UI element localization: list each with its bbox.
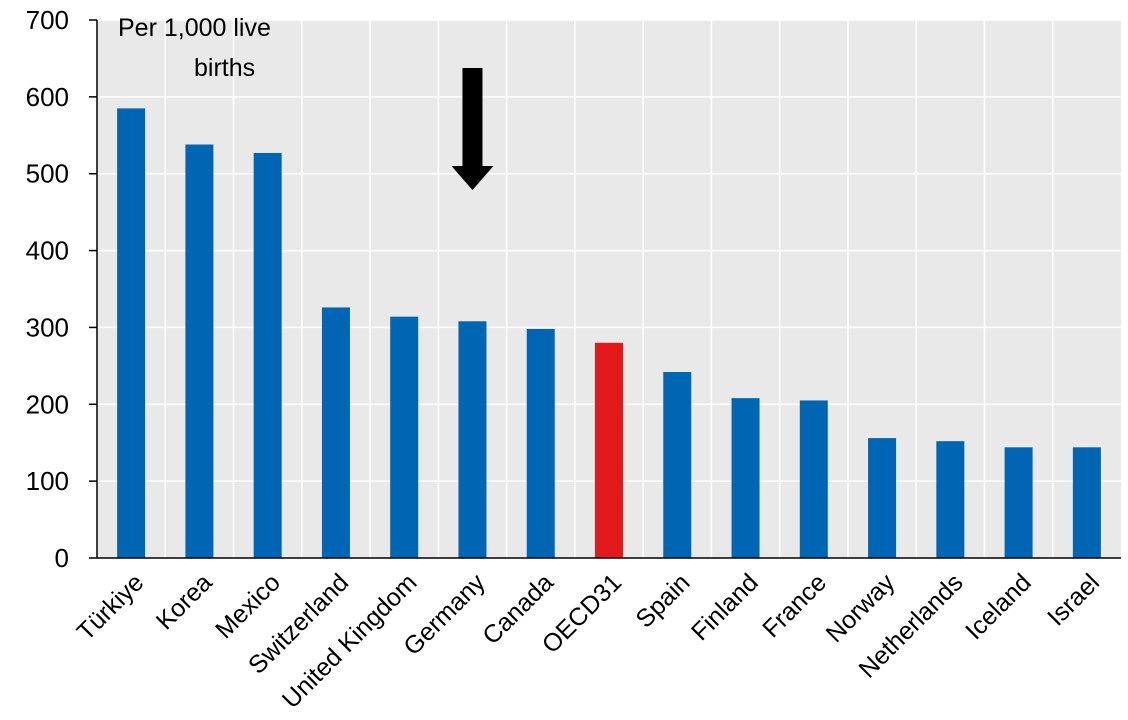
down-arrow-icon	[451, 166, 494, 190]
bar-israel	[1072, 447, 1101, 558]
x-tick-label: Finland	[686, 568, 764, 646]
bar-netherlands	[936, 441, 965, 558]
y-tick-label: 600	[26, 82, 69, 112]
y-tick-label: 100	[26, 466, 69, 496]
y-tick-label: 200	[26, 389, 69, 419]
x-tick-label: France	[757, 568, 832, 643]
x-tick-label: Türkiye	[72, 568, 150, 646]
bar-oecd31	[595, 342, 623, 558]
bar-switzerland	[321, 307, 350, 558]
bars	[117, 108, 1101, 558]
arrow-shaft	[462, 68, 483, 168]
y-axis-unit-label-line2: births	[194, 54, 255, 82]
bar-finland	[731, 398, 760, 558]
bar-canada	[526, 328, 555, 558]
bar-france	[799, 400, 828, 558]
x-tick-label: Korea	[151, 568, 218, 635]
bar-mexico	[253, 152, 282, 558]
x-tick-label: Israel	[1042, 568, 1105, 631]
x-tick-label: Iceland	[960, 568, 1037, 645]
y-tick-label: 0	[55, 543, 69, 573]
arrow-marker	[451, 68, 494, 190]
bar-spain	[663, 372, 692, 558]
bar-t-rkiye	[117, 108, 146, 558]
y-axis-ticks: 0 100 200 300 400 500 600 700	[26, 5, 97, 573]
y-tick-label: 700	[26, 5, 69, 35]
x-tick-label: Spain	[630, 568, 695, 633]
bar-iceland	[1004, 447, 1033, 558]
y-tick-label: 300	[26, 312, 69, 342]
y-axis-unit-label-line1: Per 1,000 live	[118, 14, 271, 42]
bar-germany	[458, 321, 487, 558]
bar-korea	[185, 144, 214, 558]
bar-united-kingdom	[390, 316, 419, 558]
y-tick-label: 500	[26, 159, 69, 189]
bar-norway	[868, 438, 897, 558]
y-tick-label: 400	[26, 236, 69, 266]
